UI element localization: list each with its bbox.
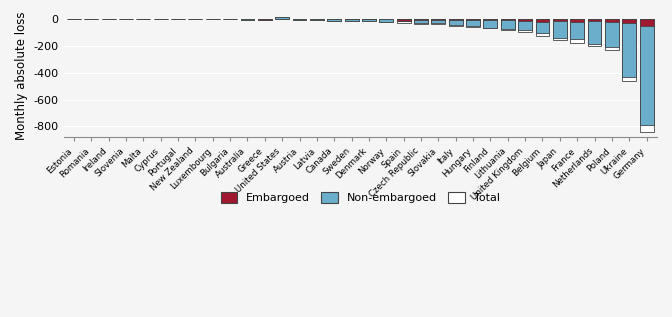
Bar	[518, 19, 532, 32]
Bar	[292, 19, 306, 20]
Bar	[241, 19, 255, 20]
Bar	[553, 19, 566, 21]
Bar	[414, 19, 428, 23]
Bar	[362, 19, 376, 21]
Bar	[449, 19, 462, 20]
Bar	[258, 19, 271, 20]
Bar	[380, 19, 393, 22]
Bar	[449, 19, 462, 25]
Legend: Embargoed, Non-embargoed, Total: Embargoed, Non-embargoed, Total	[216, 187, 504, 207]
Bar	[587, 19, 601, 46]
Bar	[362, 19, 376, 22]
Bar	[640, 19, 654, 125]
Bar	[640, 19, 654, 132]
Bar	[258, 19, 271, 20]
Bar	[501, 19, 515, 29]
Bar	[483, 19, 497, 20]
Bar	[449, 19, 462, 26]
Bar	[553, 19, 566, 38]
Bar	[345, 19, 359, 21]
Bar	[483, 19, 497, 28]
Bar	[241, 19, 255, 20]
Bar	[622, 19, 636, 81]
Bar	[310, 19, 324, 20]
Bar	[605, 19, 619, 22]
Bar	[292, 19, 306, 20]
Y-axis label: Monthly absolute loss: Monthly absolute loss	[15, 12, 28, 140]
Bar	[640, 19, 654, 26]
Bar	[396, 19, 411, 21]
Bar	[396, 19, 411, 23]
Bar	[536, 19, 550, 33]
Bar	[345, 19, 359, 21]
Bar	[501, 19, 515, 30]
Bar	[553, 19, 566, 40]
Bar	[327, 19, 341, 21]
Bar	[571, 19, 584, 42]
Bar	[571, 19, 584, 23]
Bar	[466, 19, 480, 20]
Bar	[396, 19, 411, 21]
Bar	[327, 19, 341, 21]
Bar	[414, 19, 428, 20]
Bar	[310, 19, 324, 20]
Bar	[431, 19, 446, 23]
Bar	[605, 19, 619, 47]
Bar	[536, 19, 550, 23]
Bar	[483, 19, 497, 29]
Bar	[431, 19, 446, 20]
Bar	[276, 17, 289, 19]
Bar	[501, 19, 515, 20]
Bar	[518, 19, 532, 30]
Bar	[622, 19, 636, 23]
Bar	[587, 19, 601, 44]
Bar	[571, 19, 584, 39]
Bar	[431, 19, 446, 24]
Bar	[380, 19, 393, 22]
Bar	[466, 19, 480, 26]
Bar	[276, 17, 289, 19]
Bar	[414, 19, 428, 24]
Bar	[518, 19, 532, 21]
Bar	[587, 19, 601, 21]
Bar	[622, 19, 636, 77]
Bar	[605, 19, 619, 50]
Bar	[466, 19, 480, 27]
Bar	[536, 19, 550, 36]
